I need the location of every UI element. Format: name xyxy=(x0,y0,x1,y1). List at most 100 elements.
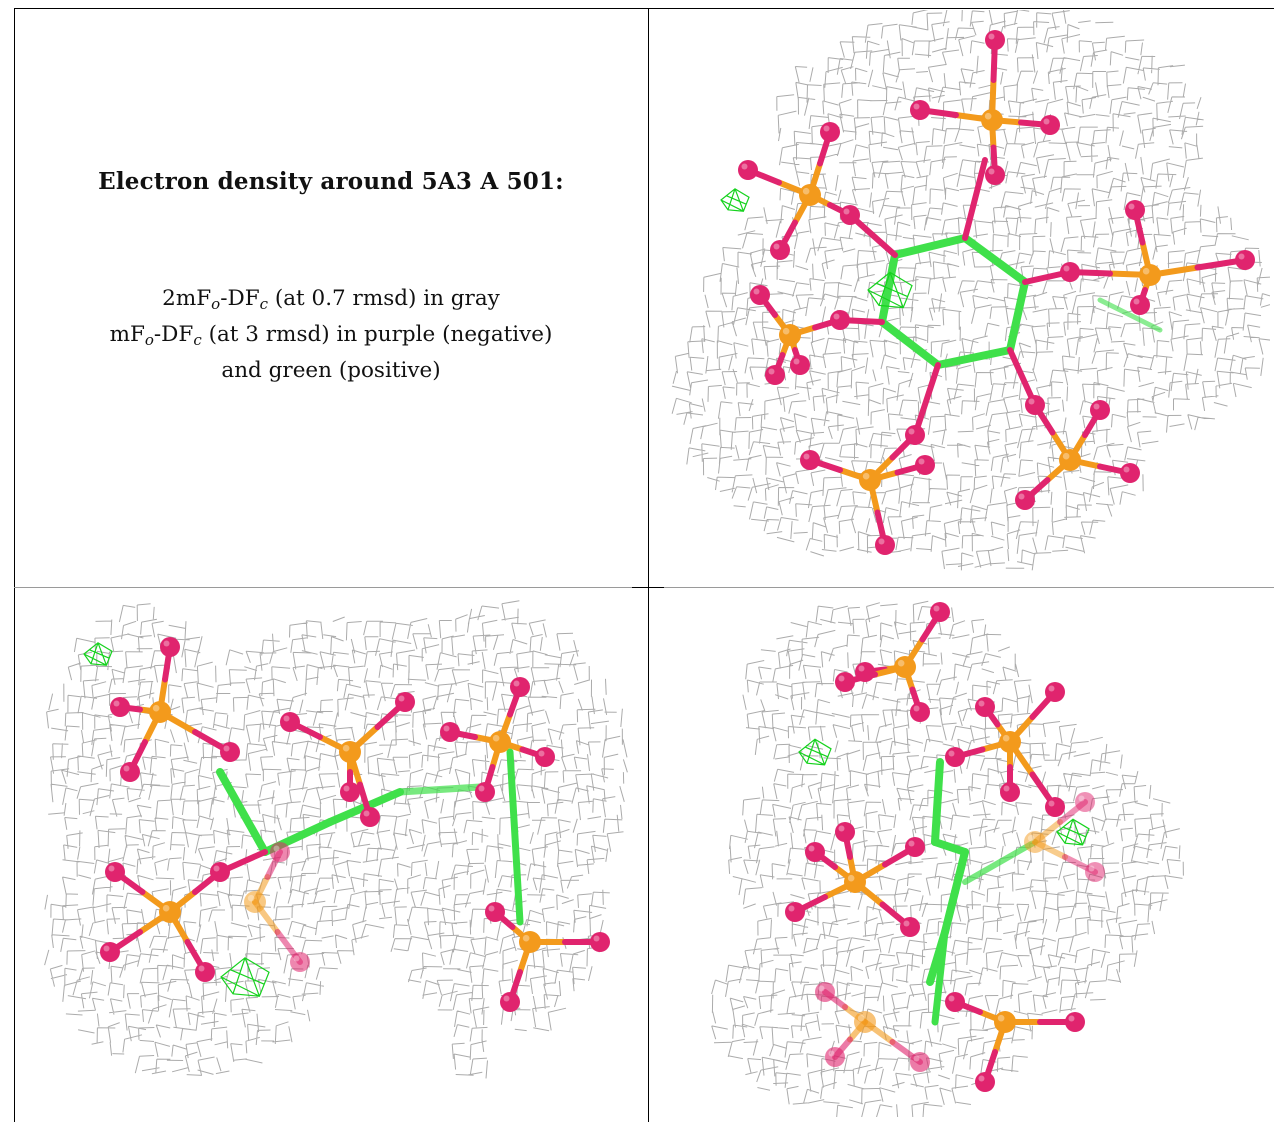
mesh-density xyxy=(711,600,1184,1117)
oxygen-atom xyxy=(1075,792,1095,812)
oxygen-atom xyxy=(765,365,785,385)
phosphorus-atom xyxy=(339,741,361,763)
oxygen-atom xyxy=(750,285,770,305)
phosphorus-atom xyxy=(799,184,821,206)
phosphorus-atom xyxy=(994,1011,1016,1033)
table-tick-mid xyxy=(632,587,664,588)
oxygen-atom xyxy=(1130,295,1150,315)
oxygen-atom xyxy=(910,1052,930,1072)
oxygen-atom xyxy=(975,697,995,717)
phosphorus-atom xyxy=(489,731,511,753)
oxygen-atom xyxy=(1085,862,1105,882)
bond xyxy=(1097,297,1163,333)
oxygen-atom xyxy=(1015,490,1035,510)
oxygen-atom xyxy=(1090,400,1110,420)
phosphorus-atom xyxy=(844,871,866,893)
oxygen-atom xyxy=(440,722,460,742)
bond xyxy=(931,928,949,1026)
oxygen-atom xyxy=(820,122,840,142)
oxygen-atom xyxy=(360,807,380,827)
oxygen-atom xyxy=(975,1072,995,1092)
positive-density-mesh xyxy=(1056,818,1090,846)
bond xyxy=(878,318,942,369)
oxygen-atom xyxy=(815,982,835,1002)
bond xyxy=(931,758,944,846)
bond xyxy=(912,362,941,438)
oxygen-atom xyxy=(905,837,925,857)
density-render-bottom-right xyxy=(711,600,1184,1117)
bond xyxy=(962,839,1038,885)
caption-line-1-sub-c: c xyxy=(259,295,269,313)
oxygen-atom xyxy=(160,637,180,657)
bond xyxy=(962,157,988,241)
oxygen-atom xyxy=(825,1047,845,1067)
caption-line-2-sub-o: o xyxy=(144,331,154,349)
oxygen-atom xyxy=(945,747,965,767)
oxygen-atom xyxy=(985,165,1005,185)
oxygen-atom xyxy=(910,702,930,722)
bond xyxy=(941,888,959,936)
oxygen-atom xyxy=(1045,682,1065,702)
table-border-top xyxy=(14,8,1274,9)
bond xyxy=(847,212,898,258)
oxygen-atom xyxy=(270,842,290,862)
oxygen-atom xyxy=(1065,1012,1085,1032)
oxygen-atom xyxy=(475,782,495,802)
oxygen-atom xyxy=(945,992,965,1012)
bond xyxy=(506,748,524,926)
oxygen-atom xyxy=(290,952,310,972)
caption-line-1-sub-o: o xyxy=(211,295,221,313)
caption-line-2: mFo-DFc (at 3 rmsd) in purple (negative) xyxy=(14,322,648,349)
bond xyxy=(934,346,1014,369)
oxygen-atom xyxy=(100,942,120,962)
oxygen-atom xyxy=(835,672,855,692)
bond xyxy=(931,838,969,856)
oxygen-atom xyxy=(915,455,935,475)
oxygen-atom xyxy=(840,205,860,225)
phosphorus-atom xyxy=(244,891,266,913)
phosphorus-atom xyxy=(999,731,1021,753)
oxygen-atom xyxy=(830,310,850,330)
oxygen-atom xyxy=(590,932,610,952)
positive-density-mesh xyxy=(720,188,750,212)
caption-line-2-sub-c: c xyxy=(193,331,202,349)
phosphorus-atom xyxy=(981,109,1003,131)
oxygen-atom xyxy=(875,535,895,555)
phosphorus-atom xyxy=(149,701,171,723)
oxygen-atom xyxy=(910,100,930,120)
bond xyxy=(961,234,1029,286)
oxygen-atom xyxy=(1235,250,1255,270)
bond xyxy=(1007,347,1038,408)
caption-line-1: 2mFo-DFc (at 0.7 rmsd) in gray xyxy=(14,286,648,313)
phosphorus-atom xyxy=(1059,449,1081,471)
caption-line-3: and green (positive) xyxy=(221,358,441,383)
oxygen-atom xyxy=(1060,262,1080,282)
oxygen-atom xyxy=(1000,782,1020,802)
positive-density-mesh xyxy=(798,738,832,766)
phosphorus-atom xyxy=(859,469,881,491)
oxygen-atom xyxy=(738,160,758,180)
phosphorus-atom xyxy=(1024,831,1046,853)
oxygen-atom xyxy=(485,902,505,922)
density-render-bottom-left xyxy=(44,600,628,1079)
table-border-left xyxy=(14,8,15,1122)
oxygen-atom xyxy=(195,962,215,982)
oxygen-atom xyxy=(900,917,920,937)
positive-density-mesh xyxy=(867,271,913,309)
bond xyxy=(891,234,969,259)
oxygen-atom xyxy=(500,992,520,1012)
caption-line-1-mid: -DF xyxy=(220,286,260,311)
bond xyxy=(951,848,969,896)
oxygen-atom xyxy=(395,692,415,712)
density-panel-bottom-right xyxy=(655,592,1270,1117)
phosphorus-atom xyxy=(894,656,916,678)
oxygen-atom xyxy=(805,842,825,862)
oxygen-atom xyxy=(770,240,790,260)
density-render-top-right xyxy=(671,10,1270,571)
oxygen-atom xyxy=(930,602,950,622)
caption-line-1-tail: (at 0.7 rmsd) in gray xyxy=(268,286,500,311)
oxygen-atom xyxy=(855,662,875,682)
oxygen-atom xyxy=(985,30,1005,50)
caption-line-1-lead: 2mF xyxy=(162,286,212,311)
oxygen-atom xyxy=(800,450,820,470)
